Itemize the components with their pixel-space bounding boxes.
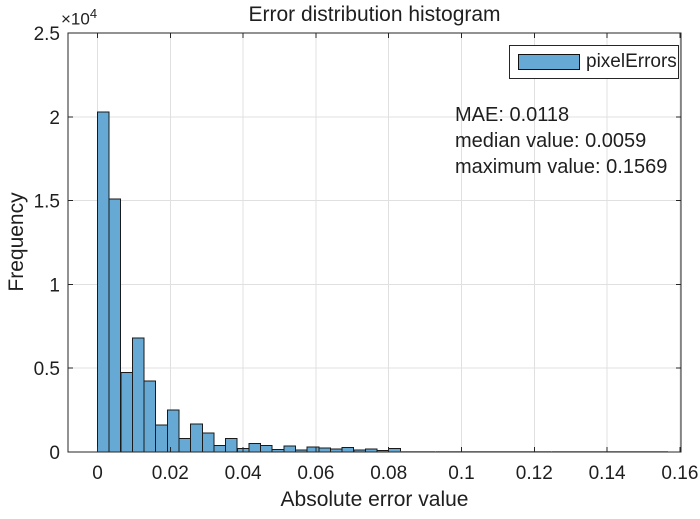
y-tick-label: 2 <box>49 108 60 129</box>
y-tick-label: 0.5 <box>34 359 60 380</box>
histogram-bar <box>201 432 215 453</box>
legend: pixelErrors <box>509 45 679 79</box>
chart-title: Error distribution histogram <box>248 3 501 26</box>
histogram-bar <box>341 447 355 453</box>
histogram-bar <box>166 409 180 453</box>
axes-box <box>67 32 682 453</box>
histogram-bar <box>108 198 122 453</box>
histogram-bar <box>178 438 192 453</box>
annotation-median: median value: 0.0059 <box>455 130 647 152</box>
legend-swatch <box>518 54 580 70</box>
histogram-bar <box>318 447 331 453</box>
histogram-bar <box>120 371 133 453</box>
x-tick-label: 0.16 <box>661 463 698 484</box>
y-tick-label: 1.5 <box>34 192 60 213</box>
x-tick-label: 0.14 <box>589 463 626 484</box>
histogram-bar <box>248 442 261 453</box>
histogram-bar <box>190 423 203 453</box>
histogram-bar <box>97 111 110 453</box>
histogram-bar <box>306 446 320 453</box>
x-tick-label: 0.12 <box>516 463 553 484</box>
annotation-mae: MAE: 0.0118 <box>455 104 570 126</box>
annotation-block: MAE: 0.0118 median value: 0.0059 maximum… <box>455 102 667 180</box>
annotation-maximum: maximum value: 0.1569 <box>455 156 668 178</box>
legend-label: pixelErrors <box>586 51 677 72</box>
x-axis-label: Absolute error value <box>280 488 469 511</box>
y-axis-label: Frequency <box>5 192 28 292</box>
histogram-bar <box>260 445 273 453</box>
histogram-bar <box>131 337 145 453</box>
x-tick-label: 0.06 <box>297 463 334 484</box>
histogram-bar <box>155 424 168 453</box>
y-tick-label: 1 <box>49 275 60 296</box>
histogram-bar <box>143 380 157 453</box>
x-tick-label: 0 <box>92 463 103 484</box>
y-axis-multiplier: ×104 <box>61 6 97 30</box>
histogram-bar <box>388 448 401 453</box>
y-axis-multiplier-exponent: 4 <box>89 6 98 21</box>
x-tick-label: 0.08 <box>370 463 407 484</box>
histogram-bar <box>283 445 296 453</box>
y-axis-multiplier-base: ×10 <box>61 9 90 29</box>
histogram-bar <box>213 444 227 453</box>
x-tick-label: 0.04 <box>225 463 262 484</box>
histogram-bar <box>225 437 238 453</box>
x-tick-label: 0.1 <box>448 463 474 484</box>
y-tick-label: 0 <box>49 443 60 464</box>
x-tick-label: 0.02 <box>152 463 189 484</box>
y-tick-label: 2.5 <box>34 24 60 45</box>
